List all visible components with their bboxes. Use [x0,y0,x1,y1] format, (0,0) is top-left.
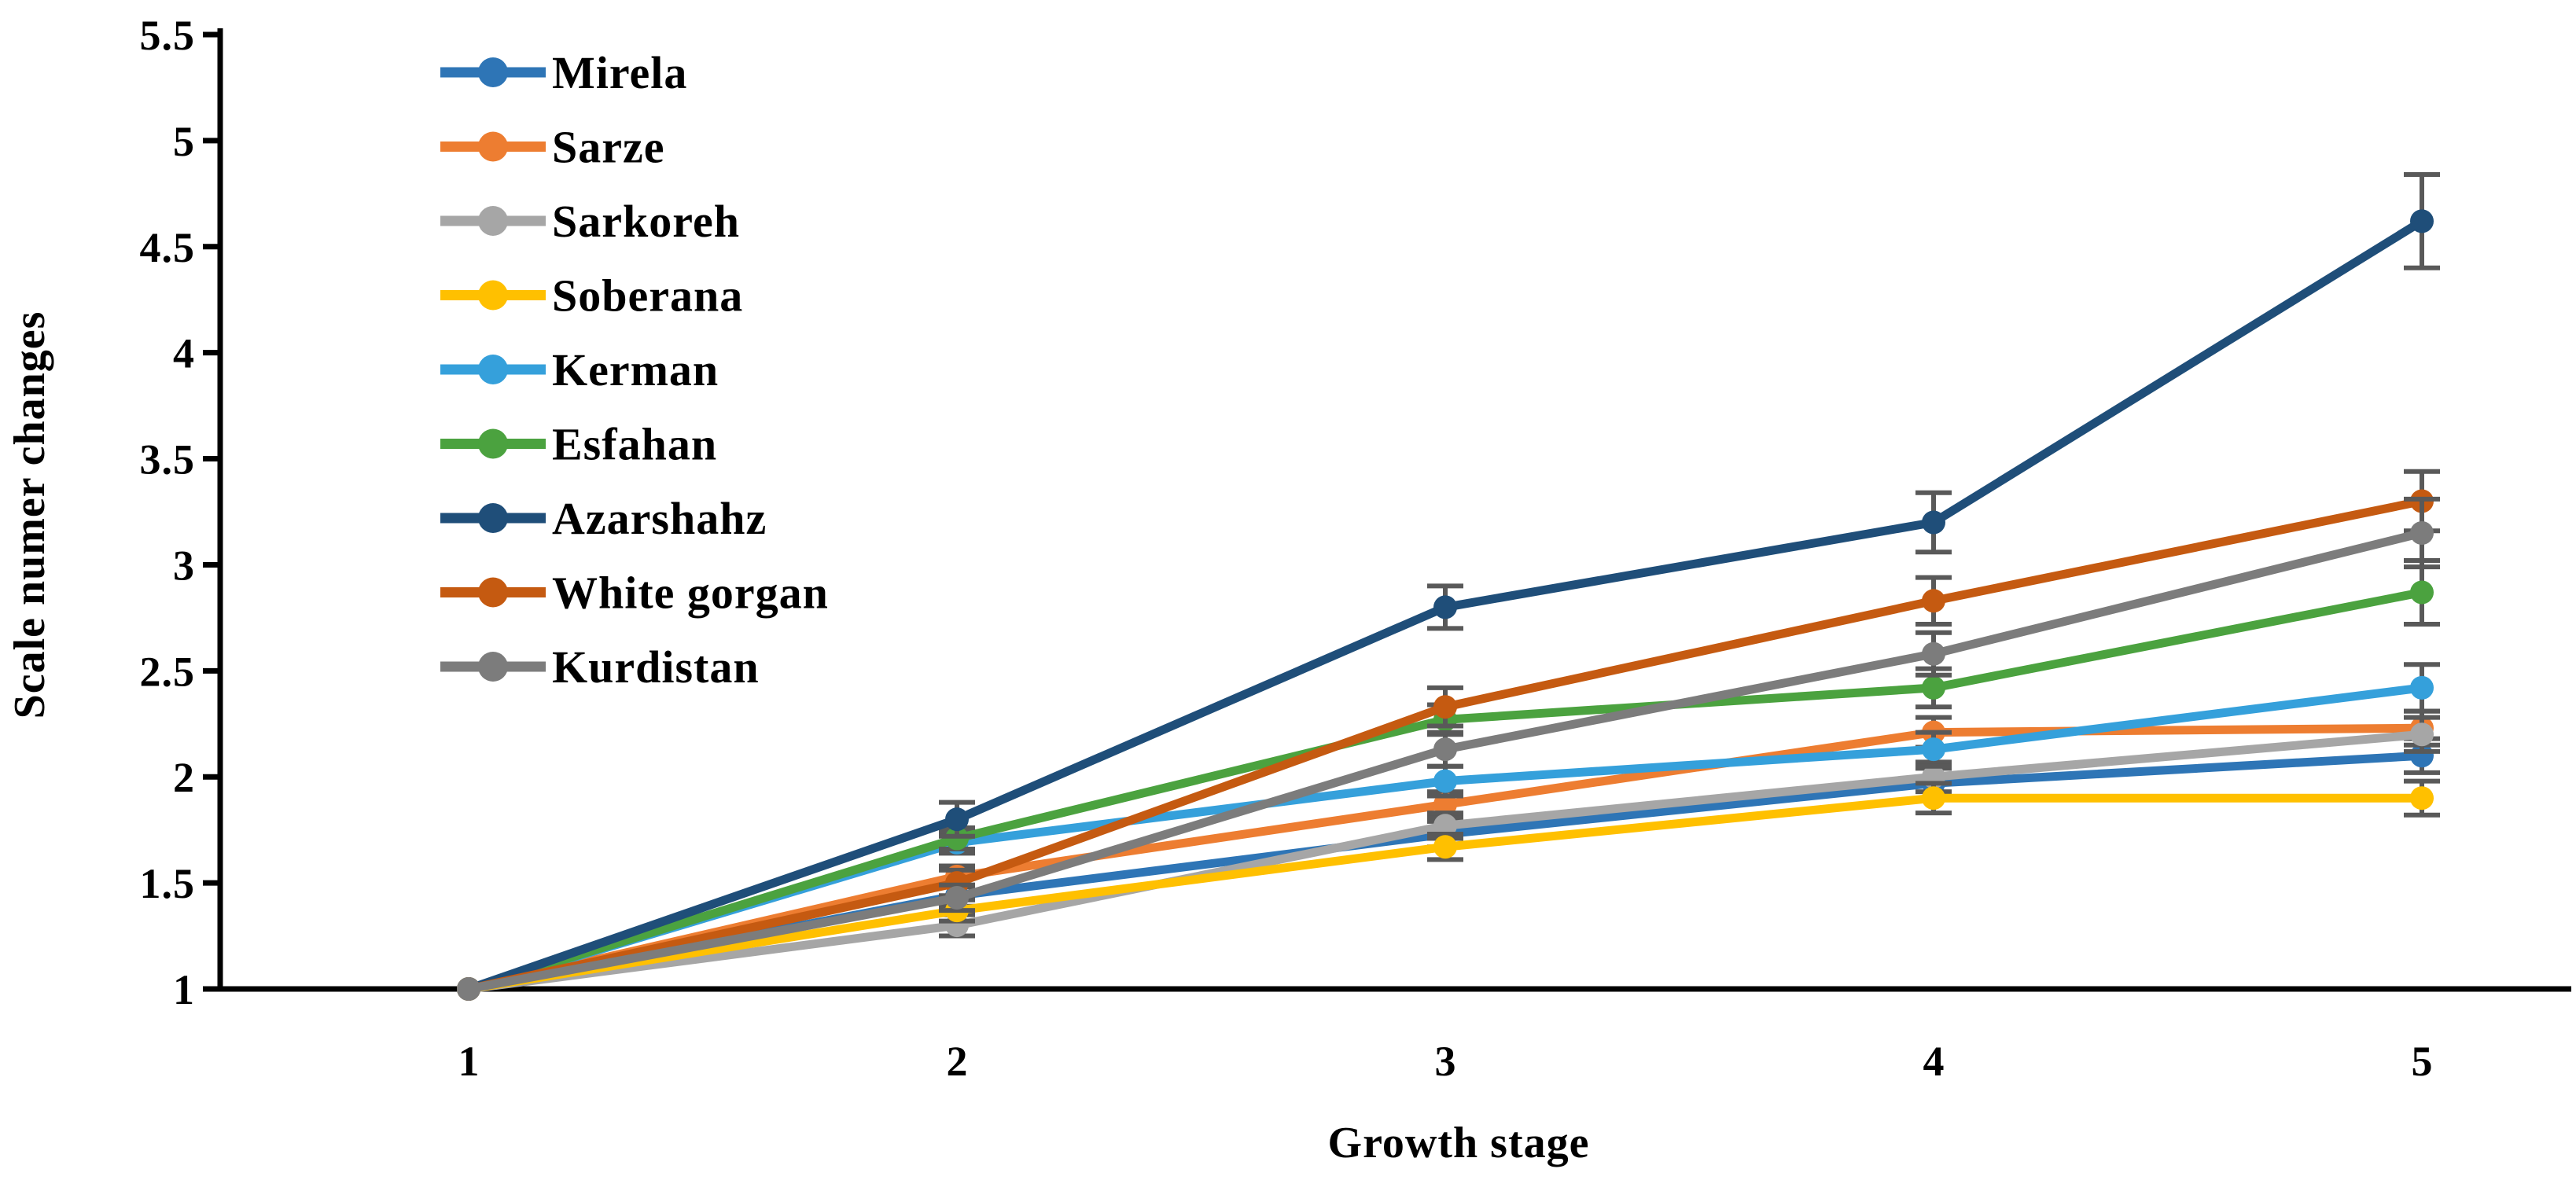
legend-label-sarkoreh: Sarkoreh [552,196,740,247]
legend-marker-dot-kerman [478,355,508,384]
y-tick-label: 3.5 [140,436,196,483]
data-point-white-gorgan [1922,589,1945,613]
legend-item-azarshahz: Azarshahz [440,493,767,544]
x-tick-label: 3 [1435,1038,1456,1085]
legend-label-soberana: Soberana [552,270,743,322]
data-point-kurdistan [1922,641,1945,666]
y-axis-ticks [203,31,220,992]
legend-label-kerman: Kerman [552,344,719,395]
legend-marker-dot-white-gorgan [478,577,508,608]
legend-item-soberana: Soberana [440,270,743,322]
legend-label-white-gorgan: White gorgan [552,568,829,619]
data-point-kurdistan [457,977,480,1001]
x-axis-tick-labels: 1 2 3 4 5 [458,1038,2433,1085]
legend-marker-dot-mirela [478,57,508,87]
y-tick-label: 4.5 [140,224,196,271]
x-tick-label: 1 [458,1038,480,1085]
legend-item-kurdistan: Kurdistan [440,641,760,693]
legend-marker-dot-kurdistan [478,652,508,682]
legend: Mirela Sarze Sarkoreh Soberana Kerman Esfahan… [440,47,829,693]
data-point-kurdistan [1433,737,1457,762]
data-point-azarshahz [1433,595,1457,619]
legend-marker-dot-soberana [478,280,508,311]
legend-item-white-gorgan: White gorgan [440,568,829,619]
data-point-azarshahz [2410,209,2434,233]
legend-item-sarze: Sarze [440,122,665,173]
data-point-kurdistan [945,885,969,910]
y-tick-label: 1 [173,966,195,1013]
data-point-soberana [2410,786,2434,811]
series-kurdistan [457,496,2440,1001]
y-tick-label: 3 [173,542,195,589]
data-point-kerman [1922,737,1945,762]
legend-item-esfahan: Esfahan [440,419,717,470]
y-axis-title: Scale numer changes [6,311,54,719]
data-point-azarshahz [945,807,969,832]
data-point-kurdistan [2410,520,2434,545]
x-tick-label: 5 [2412,1038,2433,1085]
x-tick-label: 4 [1923,1038,1945,1085]
y-tick-label: 5.5 [140,12,196,59]
legend-item-sarkoreh: Sarkoreh [440,196,740,247]
y-tick-label: 5 [173,118,195,165]
data-point-sarkoreh [2410,722,2434,747]
y-tick-label: 4 [173,330,195,377]
data-point-esfahan [2410,580,2434,605]
legend-label-sarze: Sarze [552,122,665,173]
legend-label-esfahan: Esfahan [552,419,717,470]
legend-label-azarshahz: Azarshahz [552,493,767,544]
data-point-kerman [2410,675,2434,700]
legend-marker-dot-esfahan [478,428,508,459]
legend-marker-dot-azarshahz [478,503,508,533]
legend-marker-dot-sarze [478,131,508,162]
data-point-soberana [1922,786,1945,811]
y-tick-label: 2.5 [140,648,196,695]
legend-label-kurdistan: Kurdistan [552,641,760,693]
data-point-white-gorgan [1433,695,1457,719]
legend-label-mirela: Mirela [552,47,687,98]
data-point-sarze [1433,792,1457,817]
series-white-gorgan [457,469,2440,1001]
legend-item-kerman: Kerman [440,344,719,395]
y-axis-tick-labels: 1 1.5 2 2.5 3 3.5 4 4.5 5 5.5 [140,12,196,1013]
data-point-soberana [1433,835,1457,859]
legend-marker-dot-sarkoreh [478,206,508,236]
x-tick-label: 2 [947,1038,968,1085]
x-axis-title: Growth stage [1328,1119,1590,1167]
data-point-azarshahz [1922,510,1945,535]
series-layer [457,172,2440,1001]
legend-item-mirela: Mirela [440,47,687,98]
y-tick-label: 1.5 [140,860,196,907]
data-point-kerman [1433,769,1457,793]
data-point-esfahan [1922,675,1945,700]
axes: 1 1.5 2 2.5 3 3.5 4 4.5 5 5.5 1 2 3 4 5 Scale numer c… [6,12,2571,1167]
y-tick-label: 2 [173,754,195,801]
data-point-sarkoreh [1433,814,1457,838]
